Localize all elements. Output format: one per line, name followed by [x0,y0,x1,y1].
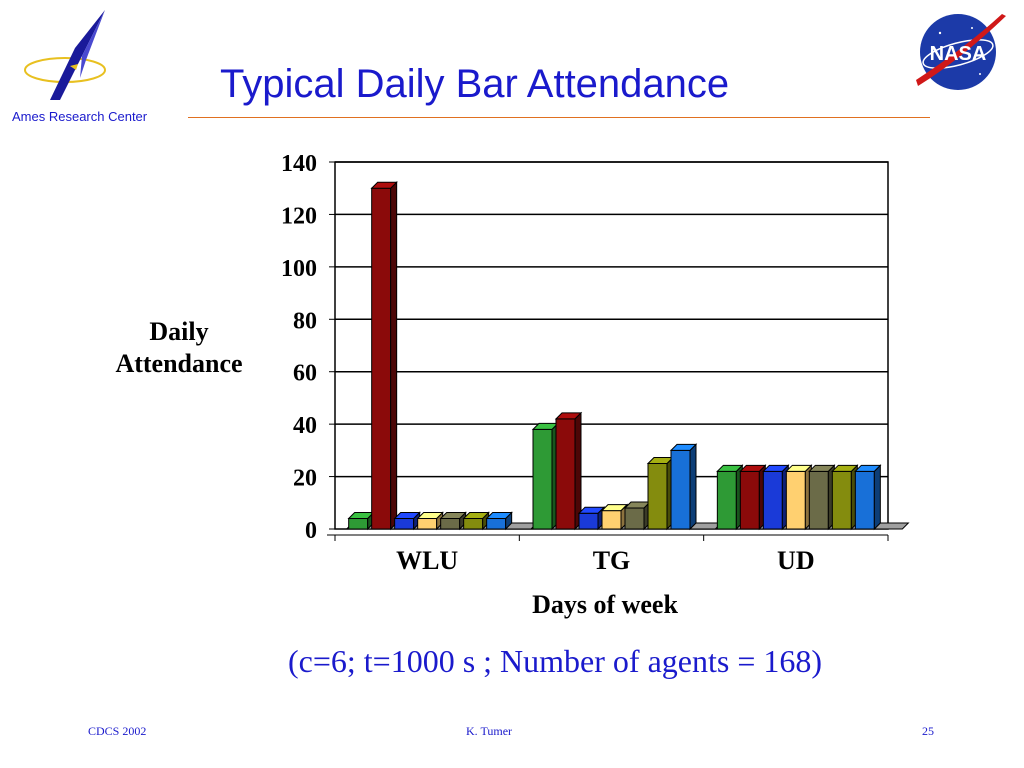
bar-top [808,464,836,472]
x-tick-label: TG [593,546,631,575]
bar-top [577,506,606,514]
footnote: (c=6; t=1000 s ; Number of agents = 168) [287,643,823,679]
bar-side [390,181,398,531]
bar [739,464,767,531]
y-tick-label: 140 [281,151,317,177]
bar-top [762,464,790,472]
bar [808,464,836,531]
bar [347,511,375,531]
bar-top [739,464,767,472]
bar-front [348,518,369,530]
bar-front [808,470,829,530]
y-tick-label: 120 [281,203,317,229]
bar [416,511,444,531]
bar-top [785,464,813,472]
bar [600,503,629,531]
bar-front [785,470,806,530]
y-tick-label: 40 [293,413,317,439]
bar-front [647,462,668,530]
bar-front [670,449,691,530]
x-tick-label: WLU [396,546,458,575]
bar [669,443,698,531]
bar-top [370,181,398,189]
bar-top [669,443,698,451]
bar [554,411,583,531]
bar-top [600,504,629,512]
bar-front [601,510,622,530]
bar-top [462,512,490,520]
bar [716,464,744,531]
bar-front [555,418,576,530]
bar [646,456,675,531]
ames-logo [20,8,115,103]
title-rule [188,117,930,118]
x-axis-title: Days of week [532,590,678,619]
bar-front [394,518,415,530]
y-tick-label: 100 [281,256,317,282]
bar [854,464,882,531]
bar-front [716,470,737,530]
y-tick-label: 20 [293,466,317,492]
nasa-wordmark: NASA [930,43,987,65]
bar-top [854,464,882,472]
y-tick-label: 0 [305,518,317,544]
footer-conference: CDCS 2002 [88,724,147,738]
bar-front [486,518,507,530]
bar-top [439,512,467,520]
y-tick-label: 60 [293,361,317,387]
bar-front [440,518,461,530]
bar-top [831,464,859,472]
bar [439,511,467,531]
bar [393,511,421,531]
bar-top [554,412,583,420]
bar-front [532,428,553,530]
bar-top [716,464,744,472]
bar-front [624,507,645,530]
footer-page-number: 25 [922,724,934,738]
footer-author: K. Tumer [466,724,513,738]
bar [485,511,513,531]
bar [531,422,560,531]
bar [577,506,606,531]
bar [462,511,490,531]
nasa-logo: NASA [910,8,1010,96]
y-axis-title: Daily Attendance [115,317,243,378]
bar-front [578,512,599,530]
bar-front [854,470,875,530]
org-name: Ames Research Center [12,109,148,124]
bar [762,464,790,531]
bar-front [463,518,484,530]
bar-front [739,470,760,530]
bar-front [762,470,783,530]
slide-title: Typical Daily Bar Attendance [220,62,730,106]
bar-top [485,512,513,520]
bar-top [416,512,444,520]
bar [623,500,652,531]
bar-front [371,187,392,530]
x-tick-label: UD [777,546,815,575]
y-tick-label: 80 [293,308,317,334]
bar [785,464,813,531]
bar-side [873,464,881,531]
bar [370,181,398,531]
bar-front [417,518,438,530]
bar-side [689,443,697,531]
bar [831,464,859,531]
bar-front [831,470,852,530]
bar-top [393,512,421,520]
